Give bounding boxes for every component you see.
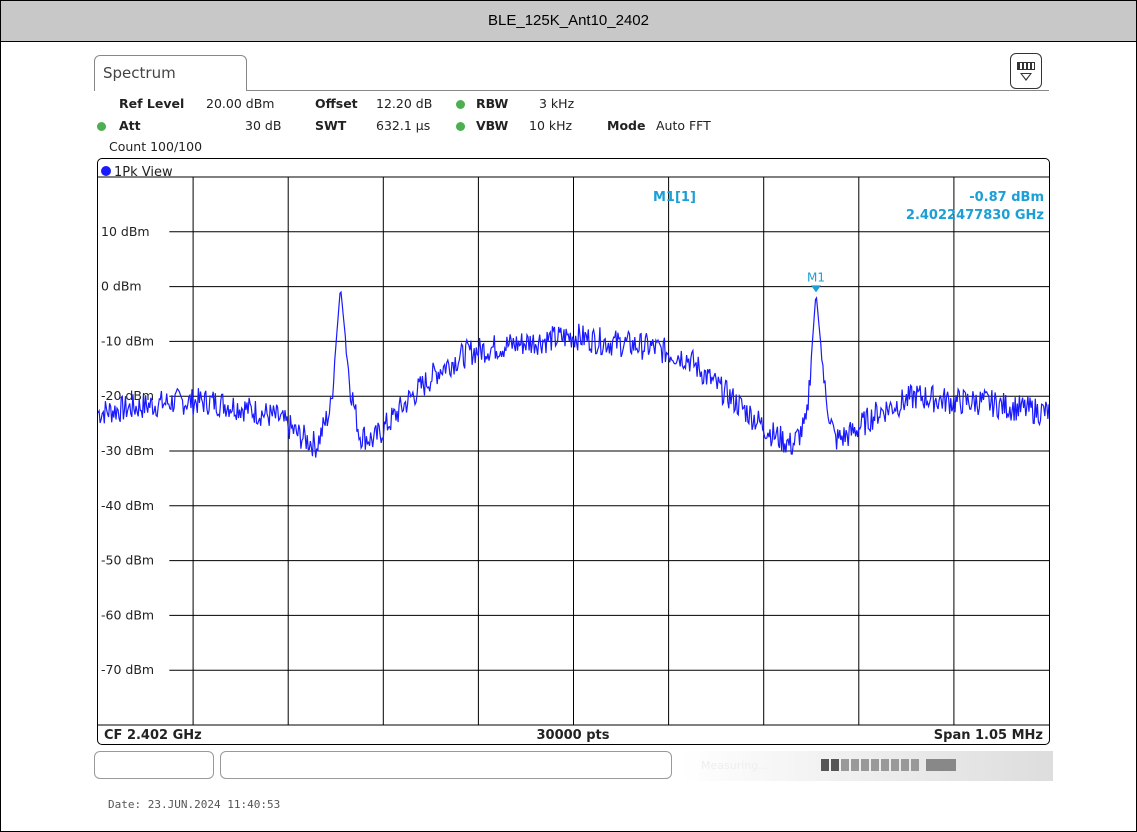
y-tick-label: -60 dBm <box>101 607 154 622</box>
view-label: 1Pk View <box>114 165 173 180</box>
softkey-message[interactable] <box>220 751 672 779</box>
marker-frequency: 2.4022477830 GHz <box>906 208 1044 223</box>
y-tick-label: -20 dBm <box>101 388 154 403</box>
mode-label: Mode <box>607 118 646 133</box>
mode-value: Auto FFT <box>656 118 711 133</box>
window-title: BLE_125K_Ant10_2402 <box>1 1 1136 42</box>
spectrum-chart: 1Pk View 10 dBm 0 dBm -10 dBm -20 dBm -30 dB… <box>98 165 1049 743</box>
att-label: Att <box>119 118 141 133</box>
y-tick-label: -40 dBm <box>101 498 154 513</box>
marker-level: -0.87 dBm <box>969 190 1044 205</box>
y-tick-label: 10 dBm <box>101 224 150 239</box>
swt-value: 632.1 µs <box>376 118 431 133</box>
softkey-left[interactable] <box>94 751 214 779</box>
vbw-value: 10 kHz <box>529 118 573 133</box>
trace-indicator-icon <box>101 166 111 176</box>
att-value: 30 dB <box>245 118 282 133</box>
vbw-label: VBW <box>476 118 509 133</box>
tab-divider <box>247 90 1049 91</box>
marker-tag: M1 <box>807 270 825 284</box>
offset-label: Offset <box>315 96 358 111</box>
timestamp: Date: 23.JUN.2024 11:40:53 <box>108 798 281 811</box>
marker-name: M1[1] <box>653 190 696 205</box>
display-config-icon[interactable] <box>1010 53 1042 89</box>
trace-line <box>98 290 1049 458</box>
vbw-coupled-dot <box>456 122 465 131</box>
sweep-count: Count 100/100 <box>109 139 203 154</box>
y-tick-label: -30 dBm <box>101 443 154 458</box>
spectrum-display: 1Pk View 10 dBm 0 dBm -10 dBm -20 dBm -30 dB… <box>97 158 1050 745</box>
lxi-icon <box>926 759 956 771</box>
y-tick-label: -10 dBm <box>101 333 154 348</box>
tab-spectrum[interactable]: Spectrum <box>94 55 247 91</box>
y-tick-label: 0 dBm <box>101 279 142 294</box>
att-coupled-dot <box>97 122 106 131</box>
status-text: Measuring... <box>701 759 769 772</box>
status-bar: Measuring... <box>681 751 1053 781</box>
ref-level-value: 20.00 dBm <box>206 96 275 111</box>
swt-label: SWT <box>315 118 347 133</box>
ref-level-label: Ref Level <box>119 96 185 111</box>
rbw-label: RBW <box>476 96 509 111</box>
rbw-coupled-dot <box>456 100 465 109</box>
y-tick-label: -50 dBm <box>101 553 154 568</box>
y-tick-label: -70 dBm <box>101 662 154 677</box>
offset-value: 12.20 dB <box>376 96 433 111</box>
center-frequency: CF 2.402 GHz <box>104 728 202 743</box>
marker-m1[interactable]: M1 <box>807 270 825 293</box>
grid <box>169 177 1049 725</box>
sweep-points: 30000 pts <box>536 728 609 743</box>
rbw-value: 3 kHz <box>539 96 575 111</box>
span: Span 1.05 MHz <box>934 728 1043 743</box>
y-tick-labels: 10 dBm 0 dBm -10 dBm -20 dBm -30 dBm -40 dBm -… <box>101 224 154 677</box>
